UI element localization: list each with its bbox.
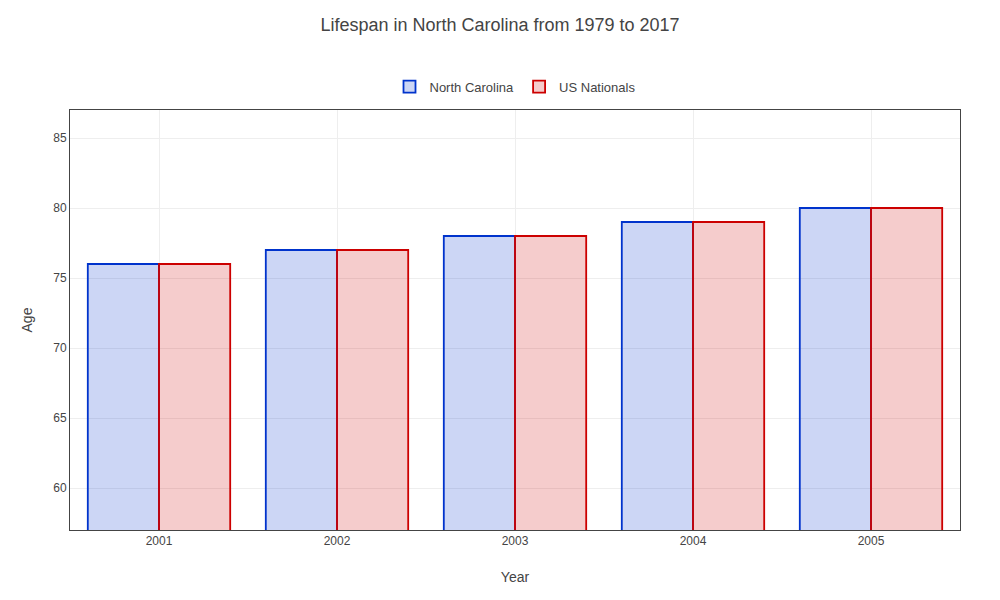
- svg-text:60: 60: [53, 481, 67, 495]
- svg-text:75: 75: [53, 271, 67, 285]
- svg-text:2002: 2002: [324, 534, 351, 548]
- svg-text:2005: 2005: [858, 534, 885, 548]
- svg-text:Age: Age: [19, 307, 35, 332]
- svg-text:Lifespan in North Carolina fro: Lifespan in North Carolina from 1979 to …: [320, 15, 679, 35]
- svg-text:Year: Year: [501, 569, 530, 585]
- svg-text:2001: 2001: [146, 534, 173, 548]
- svg-text:2004: 2004: [680, 534, 707, 548]
- svg-text:North Carolina: North Carolina: [430, 80, 515, 95]
- svg-text:80: 80: [53, 201, 67, 215]
- svg-text:2003: 2003: [502, 534, 529, 548]
- svg-text:US Nationals: US Nationals: [559, 80, 635, 95]
- svg-text:85: 85: [53, 131, 67, 145]
- svg-text:65: 65: [53, 411, 67, 425]
- svg-text:70: 70: [53, 341, 67, 355]
